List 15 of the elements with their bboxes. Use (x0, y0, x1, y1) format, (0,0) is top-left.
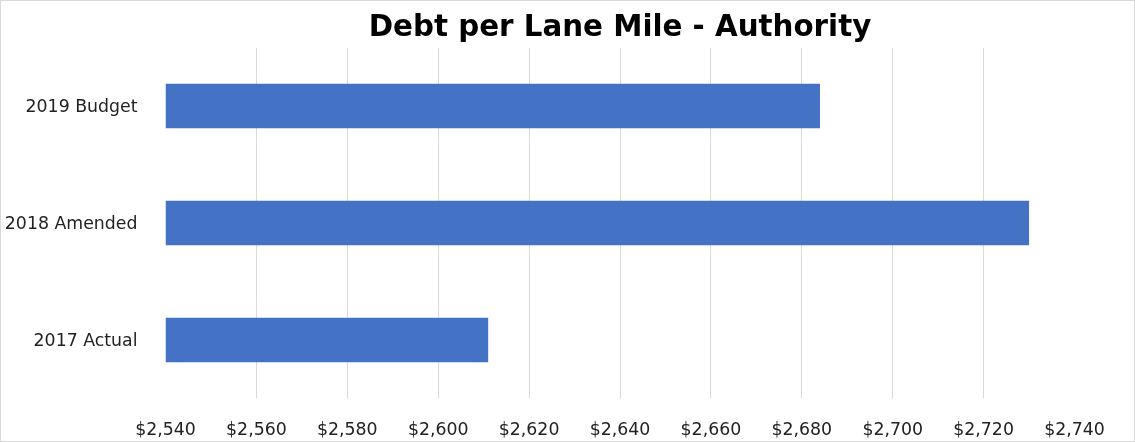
x-tick-label: $2,740 (1044, 418, 1105, 439)
x-tick-label: $2,680 (771, 418, 833, 439)
x-tick-label: $2,600 (407, 418, 469, 439)
y-tick-label: 2018 Amended (4, 213, 138, 233)
x-tick-label: $2,580 (316, 418, 378, 439)
x-tick-label: $2,620 (498, 418, 560, 439)
chart-title: Debt per Lane Mile - Authority (368, 8, 872, 43)
x-tick-label: $2,540 (135, 418, 196, 439)
y-tick-label: 2017 Actual (33, 330, 138, 350)
x-tick-label: $2,700 (862, 418, 924, 439)
x-tick-label: $2,720 (953, 418, 1014, 439)
x-tick-label: $2,560 (226, 418, 287, 439)
x-tick-label: $2,660 (680, 418, 742, 439)
y-tick-label: 2019 Budget (25, 96, 138, 116)
x-tick-label: $2,640 (589, 418, 651, 439)
